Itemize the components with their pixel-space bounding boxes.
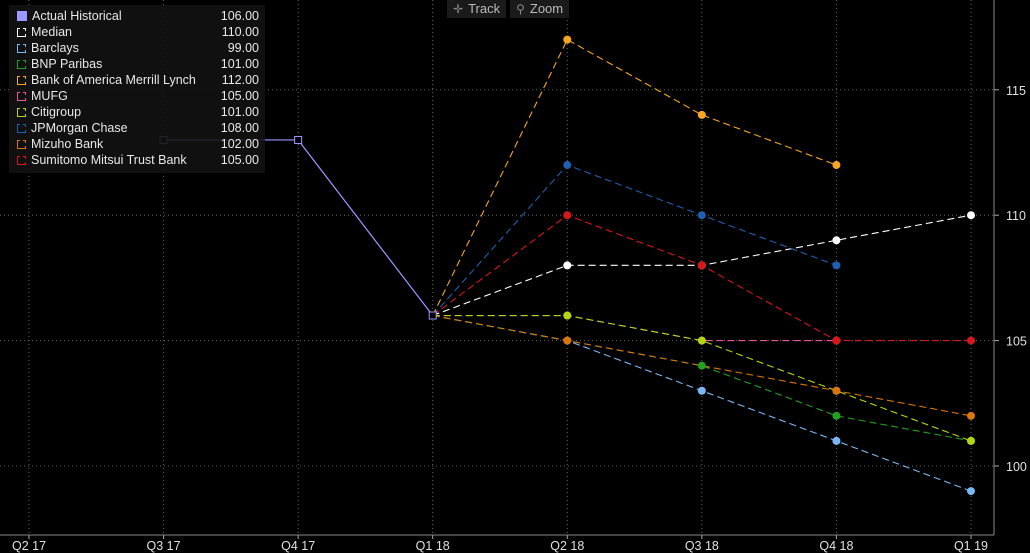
data-point-barclays[interactable] (697, 386, 706, 395)
legend-label: BNP Paribas (31, 57, 103, 71)
x-tick-label: Q1 18 (416, 539, 450, 553)
legend-item[interactable]: BNP Paribas 101.00 (9, 56, 265, 72)
legend-value: 112.00 (221, 73, 259, 87)
legend-swatch (17, 27, 26, 37)
data-point-mizuho-bank[interactable] (832, 386, 841, 395)
data-point-jpmorgan-chase[interactable] (697, 211, 706, 220)
legend-item[interactable]: Citigroup 101.00 (9, 104, 265, 120)
legend-swatch (17, 91, 26, 101)
legend-item[interactable]: Actual Historical 106.00 (9, 8, 265, 24)
y-tick-label: 115 (1006, 84, 1026, 98)
legend-label: Actual Historical (32, 9, 122, 23)
series-line-jpmorgan-chase (432, 164, 837, 316)
zoom-button[interactable]: ⚲ Zoom (510, 0, 570, 18)
legend-swatch (17, 123, 26, 133)
data-point-actual-historical[interactable] (294, 135, 303, 144)
legend-value: 101.00 (220, 105, 259, 119)
data-point-bnp-paribas[interactable] (832, 411, 841, 420)
data-point-mizuho-bank[interactable] (966, 411, 975, 420)
legend-value: 105.00 (220, 89, 259, 103)
series-line-bank-of-america-merrill-lynch (432, 38, 837, 316)
data-point-bank-of-america-merrill-lynch[interactable] (832, 161, 841, 170)
series-line-mizuho-bank (432, 314, 972, 417)
chart-legend: Actual Historical 106.00 Median 110.00 Barcl… (9, 5, 265, 173)
data-point-sumitomo-mitsui-trust-bank[interactable] (697, 261, 706, 270)
chart-toolbar: ✛ Track ⚲ Zoom (447, 0, 570, 18)
data-point-citigroup[interactable] (966, 436, 975, 445)
legend-value: 102.00 (220, 137, 259, 151)
x-tick-label: Q2 17 (12, 539, 46, 553)
zoom-label: Zoom (529, 1, 564, 16)
x-tick-label: Q4 18 (819, 539, 853, 553)
legend-label: MUFG (31, 89, 68, 103)
data-point-actual-historical[interactable] (428, 311, 437, 320)
legend-value: 108.00 (220, 121, 259, 135)
legend-swatch (17, 155, 26, 165)
legend-item[interactable]: Bank of America Merrill Lynch 112.00 (9, 72, 265, 88)
track-button[interactable]: ✛ Track (447, 0, 507, 18)
data-point-jpmorgan-chase[interactable] (563, 161, 572, 170)
legend-label: Bank of America Merrill Lynch (31, 73, 196, 87)
legend-item[interactable]: Sumitomo Mitsui Trust Bank 105.00 (9, 152, 265, 168)
data-point-median[interactable] (966, 211, 975, 220)
legend-swatch (17, 59, 26, 69)
legend-swatch (17, 107, 26, 117)
data-point-bnp-paribas[interactable] (697, 361, 706, 370)
data-point-sumitomo-mitsui-trust-bank[interactable] (966, 336, 975, 345)
legend-label: Barclays (31, 41, 79, 55)
x-tick-label: Q3 18 (685, 539, 719, 553)
data-point-citigroup[interactable] (563, 311, 572, 320)
series-markers (159, 35, 975, 496)
x-tick-label: Q4 17 (281, 539, 315, 553)
series-line-citigroup (432, 314, 972, 442)
x-tick-label: Q2 18 (550, 539, 584, 553)
data-point-citigroup[interactable] (697, 336, 706, 345)
data-point-jpmorgan-chase[interactable] (832, 261, 841, 270)
data-point-bank-of-america-merrill-lynch[interactable] (563, 35, 572, 44)
legend-item[interactable]: Median 110.00 (9, 24, 265, 40)
legend-value: 106.00 (220, 9, 259, 23)
legend-item[interactable]: MUFG 105.00 (9, 88, 265, 104)
y-tick-label: 110 (1006, 209, 1026, 223)
data-point-sumitomo-mitsui-trust-bank[interactable] (563, 211, 572, 220)
legend-item[interactable]: JPMorgan Chase 108.00 (9, 120, 265, 136)
crosshair-icon: ✛ (453, 2, 464, 16)
legend-swatch (17, 75, 26, 85)
legend-label: Citigroup (31, 105, 82, 119)
y-tick-label: 100 (1006, 460, 1027, 474)
legend-item[interactable]: Barclays 99.00 (9, 40, 265, 56)
data-point-barclays[interactable] (832, 436, 841, 445)
data-point-bank-of-america-merrill-lynch[interactable] (697, 110, 706, 119)
track-label: Track (468, 1, 501, 16)
data-point-barclays[interactable] (966, 487, 975, 496)
legend-label: Sumitomo Mitsui Trust Bank (31, 153, 187, 167)
magnifier-icon: ⚲ (516, 2, 525, 16)
legend-value: 101.00 (220, 57, 259, 71)
x-tick-label: Q1 19 (954, 539, 988, 553)
data-point-sumitomo-mitsui-trust-bank[interactable] (832, 336, 841, 345)
legend-label: Median (31, 25, 72, 39)
legend-item[interactable]: Mizuho Bank 102.00 (9, 136, 265, 152)
data-point-mizuho-bank[interactable] (563, 336, 572, 345)
legend-value: 99.00 (227, 41, 259, 55)
legend-value: 105.00 (220, 153, 259, 167)
legend-label: JPMorgan Chase (31, 121, 128, 135)
data-point-median[interactable] (563, 261, 572, 270)
legend-swatch (17, 139, 26, 149)
legend-label: Mizuho Bank (31, 137, 104, 151)
legend-value: 110.00 (221, 25, 259, 39)
data-point-median[interactable] (832, 236, 841, 245)
y-tick-label: 105 (1006, 335, 1027, 349)
x-tick-label: Q3 17 (147, 539, 181, 553)
legend-swatch (17, 43, 26, 53)
legend-swatch (17, 11, 27, 21)
